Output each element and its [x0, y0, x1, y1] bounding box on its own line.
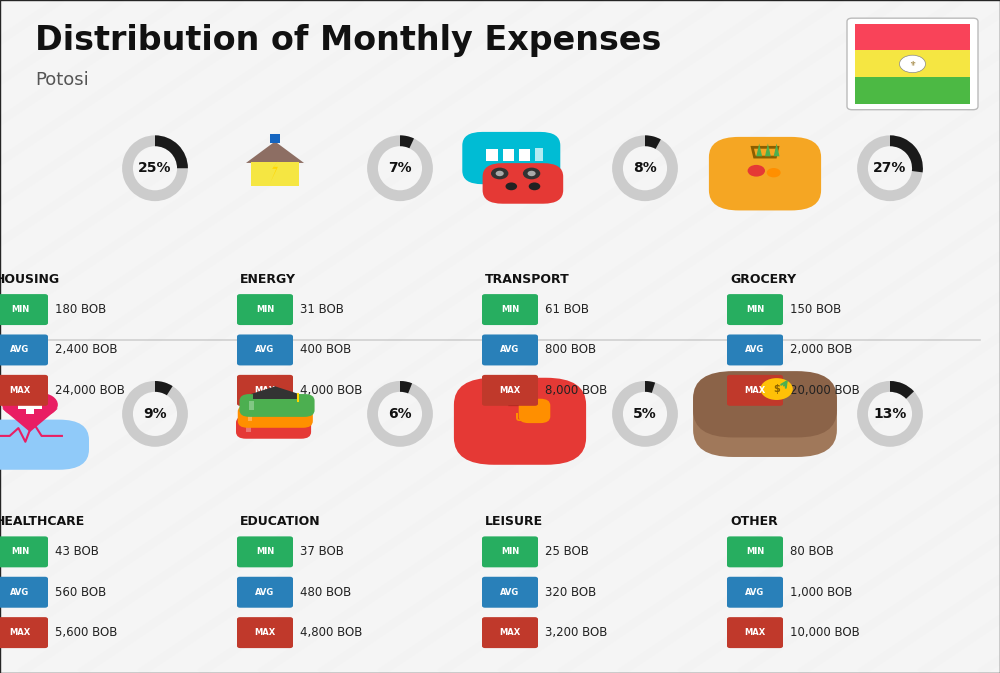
Text: Distribution of Monthly Expenses: Distribution of Monthly Expenses — [35, 24, 661, 57]
FancyBboxPatch shape — [0, 617, 48, 648]
FancyBboxPatch shape — [237, 536, 293, 567]
Text: MAX: MAX — [744, 386, 766, 395]
Polygon shape — [246, 141, 304, 163]
Text: 37 BOB: 37 BOB — [300, 545, 344, 559]
Text: 2,000 BOB: 2,000 BOB — [790, 343, 852, 357]
Wedge shape — [155, 135, 188, 168]
Text: MAX: MAX — [254, 628, 276, 637]
Text: ENERGY: ENERGY — [240, 273, 296, 285]
Text: MIN: MIN — [256, 547, 274, 557]
Text: $: $ — [773, 384, 780, 394]
Text: MAX: MAX — [9, 386, 31, 395]
Wedge shape — [122, 135, 188, 201]
Text: 43 BOB: 43 BOB — [55, 545, 99, 559]
Text: HEALTHCARE: HEALTHCARE — [0, 515, 85, 528]
Text: OTHER: OTHER — [730, 515, 778, 528]
Text: 8,000 BOB: 8,000 BOB — [545, 384, 607, 397]
Text: 400 BOB: 400 BOB — [300, 343, 351, 357]
FancyBboxPatch shape — [727, 617, 783, 648]
Text: 25 BOB: 25 BOB — [545, 545, 589, 559]
FancyBboxPatch shape — [709, 137, 821, 211]
FancyBboxPatch shape — [727, 577, 783, 608]
Text: LEISURE: LEISURE — [485, 515, 543, 528]
Text: 3,200 BOB: 3,200 BOB — [545, 626, 607, 639]
FancyBboxPatch shape — [0, 577, 48, 608]
FancyBboxPatch shape — [0, 536, 48, 567]
Wedge shape — [367, 381, 433, 447]
Circle shape — [900, 55, 926, 73]
Text: 13%: 13% — [873, 407, 907, 421]
Text: 4,800 BOB: 4,800 BOB — [300, 626, 362, 639]
Wedge shape — [367, 135, 433, 201]
Text: 25%: 25% — [138, 162, 172, 175]
Circle shape — [767, 168, 781, 178]
FancyBboxPatch shape — [482, 334, 538, 365]
Text: 320 BOB: 320 BOB — [545, 586, 596, 599]
Text: 8%: 8% — [633, 162, 657, 175]
FancyBboxPatch shape — [454, 378, 586, 465]
Text: 80 BOB: 80 BOB — [790, 545, 834, 559]
FancyBboxPatch shape — [727, 536, 783, 567]
FancyBboxPatch shape — [238, 405, 313, 428]
Text: MIN: MIN — [11, 547, 29, 557]
FancyBboxPatch shape — [482, 375, 538, 406]
FancyBboxPatch shape — [0, 375, 48, 406]
Text: 5%: 5% — [633, 407, 657, 421]
Wedge shape — [155, 381, 173, 395]
Wedge shape — [400, 135, 414, 148]
Polygon shape — [765, 143, 771, 156]
Text: MIN: MIN — [11, 305, 29, 314]
FancyBboxPatch shape — [483, 163, 563, 204]
FancyBboxPatch shape — [693, 374, 837, 457]
Text: 7%: 7% — [388, 162, 412, 175]
Text: 5,600 BOB: 5,600 BOB — [55, 626, 117, 639]
Text: HOUSING: HOUSING — [0, 273, 60, 285]
FancyBboxPatch shape — [0, 420, 89, 470]
Text: 10,000 BOB: 10,000 BOB — [790, 626, 860, 639]
Bar — [503, 149, 514, 161]
FancyBboxPatch shape — [855, 24, 970, 50]
FancyBboxPatch shape — [239, 394, 315, 417]
Text: 61 BOB: 61 BOB — [545, 303, 589, 316]
Text: AVG: AVG — [10, 588, 30, 597]
Text: AVG: AVG — [255, 345, 275, 355]
Polygon shape — [2, 409, 58, 432]
Circle shape — [496, 171, 504, 176]
Text: 560 BOB: 560 BOB — [55, 586, 106, 599]
Text: MAX: MAX — [499, 628, 521, 637]
Text: MIN: MIN — [256, 305, 274, 314]
Circle shape — [760, 378, 793, 400]
Bar — [251, 162, 299, 186]
FancyBboxPatch shape — [727, 294, 783, 325]
Text: MAX: MAX — [499, 386, 521, 395]
Bar — [26, 399, 34, 415]
FancyBboxPatch shape — [482, 617, 538, 648]
FancyBboxPatch shape — [855, 77, 970, 104]
Bar — [253, 394, 297, 399]
Text: MAX: MAX — [9, 628, 31, 637]
Text: 27%: 27% — [873, 162, 907, 175]
FancyBboxPatch shape — [693, 371, 837, 437]
Text: Potosi: Potosi — [35, 71, 89, 89]
Circle shape — [523, 168, 540, 179]
Text: MIN: MIN — [746, 547, 764, 557]
Circle shape — [505, 182, 517, 190]
Wedge shape — [612, 135, 678, 201]
Text: AVG: AVG — [10, 345, 30, 355]
Text: GROCERY: GROCERY — [730, 273, 796, 285]
Text: TRANSPORT: TRANSPORT — [485, 273, 570, 285]
Circle shape — [748, 165, 765, 176]
Text: 31 BOB: 31 BOB — [300, 303, 344, 316]
Text: ⚜: ⚜ — [909, 61, 916, 67]
FancyBboxPatch shape — [237, 294, 293, 325]
FancyBboxPatch shape — [727, 375, 783, 406]
Text: AVG: AVG — [745, 345, 765, 355]
Wedge shape — [890, 381, 914, 399]
Bar — [534, 149, 543, 161]
FancyBboxPatch shape — [727, 334, 783, 365]
Bar — [246, 423, 251, 432]
Wedge shape — [122, 381, 188, 447]
Text: U: U — [516, 413, 524, 423]
Bar — [519, 149, 530, 161]
